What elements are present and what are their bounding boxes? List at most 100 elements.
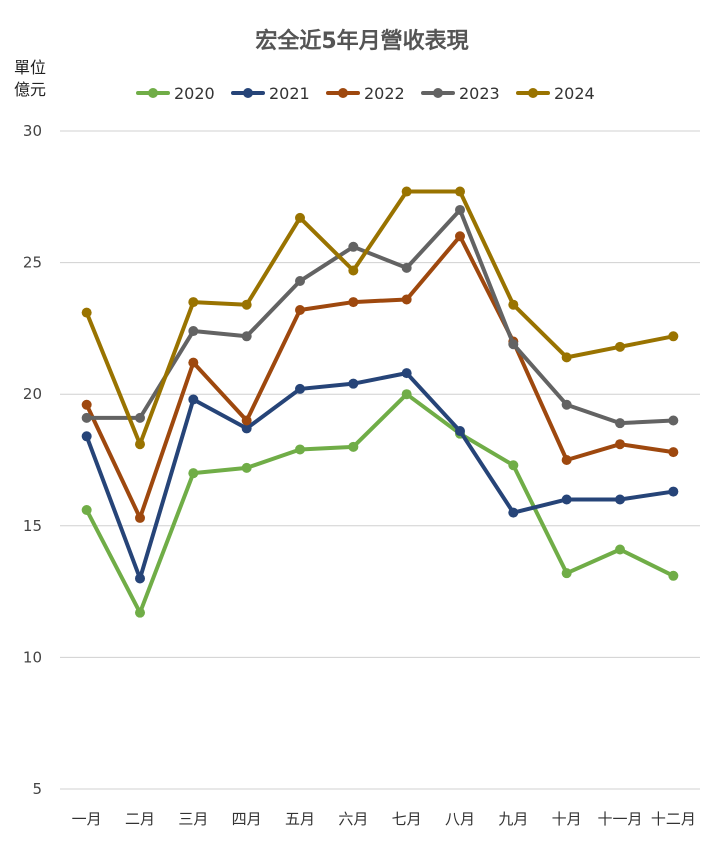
y-axis: 5 10 15 20 25 30 bbox=[23, 122, 42, 798]
data-point bbox=[668, 486, 679, 497]
series-line bbox=[84, 189, 676, 447]
chart-title: 宏全近5年月營收表現 bbox=[255, 28, 468, 54]
data-point bbox=[135, 607, 145, 618]
data-point bbox=[668, 415, 679, 426]
data-point bbox=[401, 389, 412, 400]
unit-label-line-2: 億元 bbox=[14, 80, 46, 99]
data-point bbox=[295, 212, 305, 223]
data-point bbox=[401, 294, 412, 305]
data-point bbox=[455, 204, 465, 215]
data-point bbox=[241, 423, 252, 434]
x-tick-label: 九月 bbox=[498, 810, 528, 828]
data-point bbox=[455, 186, 465, 197]
data-point bbox=[81, 307, 92, 318]
series-2021 bbox=[81, 368, 679, 584]
y-tick-label: 30 bbox=[23, 122, 42, 140]
data-point bbox=[455, 426, 465, 437]
legend-marker bbox=[243, 88, 253, 98]
data-point bbox=[668, 570, 679, 581]
unit-label-line-1: 單位 bbox=[14, 58, 46, 77]
series-line bbox=[84, 207, 676, 426]
series-2023 bbox=[81, 204, 679, 429]
series-line bbox=[84, 234, 676, 520]
data-point bbox=[135, 412, 145, 423]
x-tick-label: 五月 bbox=[285, 810, 315, 828]
legend-item-2021: 2021 bbox=[231, 84, 310, 103]
legend-item-2024: 2024 bbox=[516, 84, 595, 103]
x-tick-label: 二月 bbox=[125, 810, 155, 828]
data-point bbox=[615, 418, 625, 429]
data-point bbox=[188, 357, 199, 368]
legend-label: 2022 bbox=[364, 84, 405, 103]
data-point bbox=[561, 568, 572, 579]
x-tick-label: 三月 bbox=[178, 810, 208, 828]
legend-label: 2023 bbox=[459, 84, 500, 103]
y-tick-label: 20 bbox=[23, 385, 42, 403]
data-point bbox=[561, 455, 572, 465]
x-tick-label: 十月 bbox=[552, 810, 582, 828]
data-point bbox=[615, 439, 625, 450]
x-tick-label: 四月 bbox=[232, 810, 262, 828]
y-tick-label: 15 bbox=[23, 517, 42, 535]
x-tick-label: 六月 bbox=[338, 810, 368, 828]
data-point bbox=[241, 415, 252, 426]
x-tick-label: 十一月 bbox=[597, 810, 642, 828]
data-point bbox=[81, 431, 92, 442]
legend-item-2022: 2022 bbox=[326, 84, 405, 103]
data-point bbox=[188, 394, 199, 405]
legend-label: 2024 bbox=[554, 84, 595, 103]
data-point bbox=[241, 331, 252, 342]
y-tick-label: 10 bbox=[23, 648, 42, 666]
data-point bbox=[455, 231, 465, 242]
data-point bbox=[561, 352, 572, 363]
x-tick-label: 七月 bbox=[392, 810, 422, 828]
data-point bbox=[401, 186, 412, 197]
data-point bbox=[295, 304, 305, 315]
data-point bbox=[241, 299, 252, 310]
data-point bbox=[615, 341, 625, 352]
data-point bbox=[668, 331, 679, 342]
data-point bbox=[295, 276, 305, 287]
data-point bbox=[508, 507, 519, 518]
legend-marker bbox=[433, 88, 443, 98]
data-point bbox=[188, 468, 199, 479]
data-point bbox=[81, 399, 92, 410]
data-point bbox=[508, 339, 519, 350]
legend-marker bbox=[148, 88, 158, 98]
legend: 2020 2021 2022 2023 2024 bbox=[136, 84, 595, 103]
data-point bbox=[401, 368, 412, 379]
data-point bbox=[561, 399, 572, 410]
y-tick-label: 25 bbox=[23, 254, 42, 272]
x-axis: 一月 二月 三月 四月 五月 六月 七月 八月 九月 十月 十一月 十二月 bbox=[72, 810, 696, 828]
legend-item-2023: 2023 bbox=[421, 84, 500, 103]
data-point bbox=[135, 439, 145, 450]
series-line bbox=[84, 392, 676, 615]
data-point bbox=[81, 412, 92, 423]
x-tick-label: 十二月 bbox=[651, 810, 696, 828]
series-2022 bbox=[81, 231, 679, 523]
series-line bbox=[84, 371, 676, 581]
data-point bbox=[135, 512, 145, 523]
data-point bbox=[615, 544, 625, 555]
data-point bbox=[295, 383, 305, 394]
x-tick-label: 一月 bbox=[72, 810, 102, 828]
x-tick-label: 八月 bbox=[445, 810, 475, 828]
data-point bbox=[615, 494, 625, 505]
data-point bbox=[241, 462, 252, 473]
data-point bbox=[348, 297, 359, 308]
data-point bbox=[668, 447, 679, 458]
data-point bbox=[348, 265, 359, 276]
data-point bbox=[561, 494, 572, 505]
series-group bbox=[81, 186, 679, 618]
data-point bbox=[348, 441, 359, 452]
data-point bbox=[508, 299, 519, 310]
data-point bbox=[188, 326, 199, 337]
y-tick-label: 5 bbox=[32, 780, 42, 798]
legend-label: 2021 bbox=[269, 84, 310, 103]
series-2024 bbox=[81, 186, 679, 450]
data-point bbox=[348, 241, 359, 252]
data-point bbox=[508, 460, 519, 471]
data-point bbox=[348, 378, 359, 389]
data-point bbox=[401, 262, 412, 273]
